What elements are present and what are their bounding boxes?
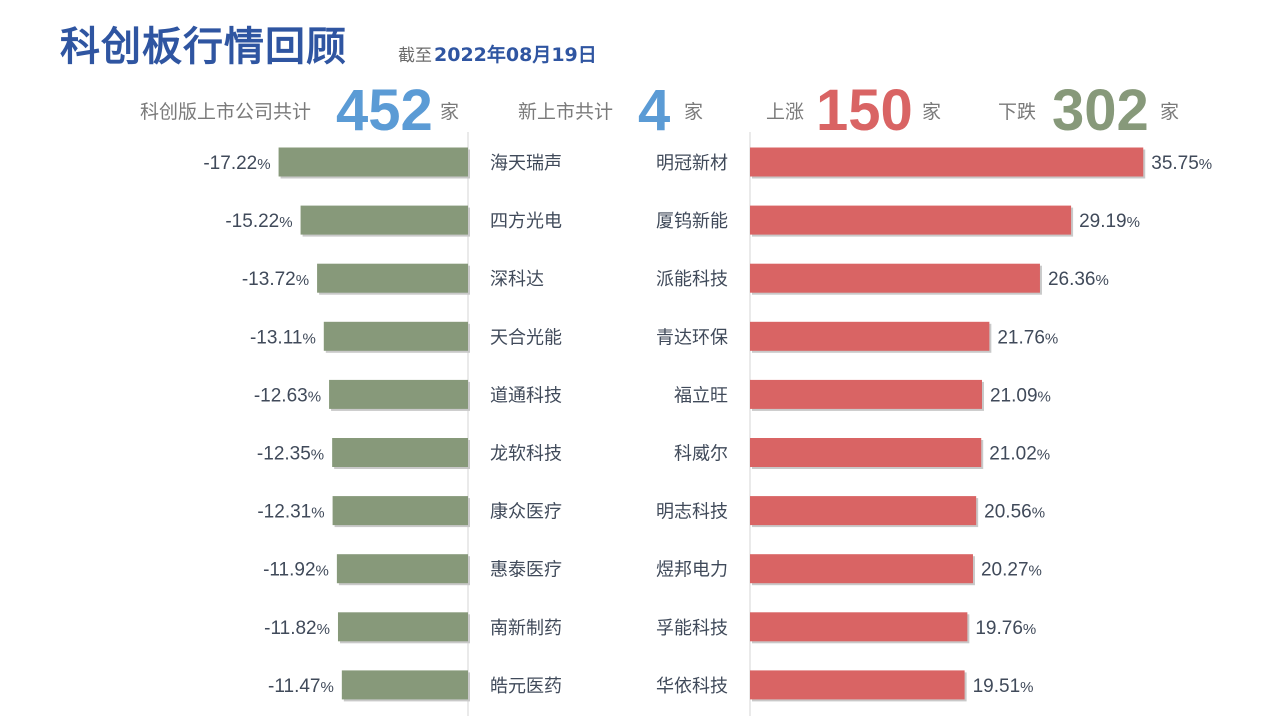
decline-value-label: -15.22% [225, 211, 292, 232]
decline-bar [278, 147, 468, 177]
gain-stock-name: 派能科技 [656, 269, 728, 290]
gain-stock-name: 煜邦电力 [656, 560, 728, 581]
gain-stock-name: 青达环保 [656, 327, 728, 348]
decline-value-label: -12.31% [257, 502, 324, 523]
stat-listed-companies: 科创版上市公司共计 452 家 [140, 78, 470, 142]
stat-new-label: 新上市共计 [518, 101, 614, 123]
gain-value-label: 19.76% [975, 618, 1036, 639]
gain-value-label: 21.76% [997, 327, 1058, 348]
gain-value-label: 20.56% [984, 502, 1045, 523]
gain-value-label: 21.02% [989, 444, 1050, 465]
stat-down-label: 下跌 [998, 101, 1037, 123]
stat-gainers: 上涨 150 家 [766, 78, 956, 142]
decline-value-label: -11.82% [264, 618, 330, 639]
stat-new-unit: 家 [684, 101, 704, 123]
gain-value-label: 35.75% [1151, 153, 1212, 174]
gain-value-label: 20.27% [981, 560, 1042, 581]
decline-value-label: -12.63% [254, 385, 321, 406]
gain-bar [750, 321, 990, 351]
stat-up-value: 150 [816, 78, 913, 143]
stat-new-listings: 新上市共计 4 家 [518, 78, 718, 142]
gain-value-label: 26.36% [1048, 269, 1109, 290]
gain-bar [750, 147, 1144, 177]
decline-stock-name: 皓元医药 [490, 676, 562, 697]
gain-stock-name: 明冠新材 [656, 153, 728, 174]
as-of-label: 截至 [398, 46, 432, 66]
decline-value-label: -12.35% [257, 444, 324, 465]
gain-stock-name: 厦钨新能 [656, 211, 728, 232]
gain-value-label: 19.51% [973, 676, 1034, 697]
gain-stock-name: 孚能科技 [656, 618, 728, 639]
decline-bar [323, 321, 468, 351]
decline-value-label: -13.72% [242, 269, 309, 290]
decline-stock-name: 海天瑞声 [490, 153, 562, 174]
decline-stock-name: 四方光电 [490, 211, 562, 232]
stat-decliners: 下跌 302 家 [998, 78, 1198, 142]
gain-bar [750, 379, 982, 409]
decline-bar [317, 263, 468, 293]
gain-stock-name: 科威尔 [674, 444, 728, 465]
as-of-date: 截至 2022年08月19日 [398, 40, 597, 67]
decline-bar [341, 670, 468, 700]
gain-value-label: 21.09% [990, 385, 1051, 406]
decline-bar [332, 438, 468, 467]
decline-value-label: -17.22% [203, 153, 270, 174]
stat-listed-label: 科创版上市公司共计 [140, 101, 312, 123]
decline-stock-name: 康众医疗 [490, 502, 562, 523]
decline-stock-name: 龙软科技 [490, 444, 562, 465]
decline-bar [336, 554, 468, 584]
stat-up-unit: 家 [922, 101, 942, 123]
gain-stock-name: 明志科技 [656, 502, 728, 523]
decline-bar [337, 612, 468, 642]
decline-value-label: -13.11% [250, 327, 316, 348]
gain-value-label: 29.19% [1079, 211, 1140, 232]
decline-bar [329, 379, 468, 409]
gain-stock-name: 福立旺 [674, 385, 728, 406]
decline-bar [332, 496, 468, 526]
decline-value-label: -11.92% [263, 560, 329, 581]
gain-bar [750, 670, 965, 700]
decline-stock-name: 南新制药 [490, 618, 562, 639]
as-of-date-value: 2022年08月19日 [434, 44, 597, 66]
stat-new-value: 4 [638, 78, 671, 143]
stat-listed-value: 452 [336, 78, 433, 143]
decline-stock-name: 天合光能 [490, 327, 562, 348]
decline-stock-name: 深科达 [490, 269, 544, 290]
gain-bar [750, 554, 973, 584]
decline-bar [300, 205, 468, 235]
gain-bar [750, 205, 1072, 235]
decline-value-label: -11.47% [268, 676, 334, 697]
stat-down-value: 302 [1052, 78, 1149, 143]
decline-stock-name: 惠泰医疗 [490, 560, 562, 581]
stat-up-label: 上涨 [766, 101, 805, 123]
gain-bar [750, 496, 977, 526]
decline-stock-name: 道通科技 [490, 385, 562, 406]
stat-down-unit: 家 [1160, 101, 1180, 123]
gain-stock-name: 华依科技 [656, 676, 728, 697]
stat-listed-unit: 家 [440, 101, 460, 123]
gain-bar [750, 263, 1040, 293]
gain-bar [750, 438, 982, 467]
page-title: 科创板行情回顾 [60, 24, 347, 70]
gain-bar [750, 612, 968, 642]
